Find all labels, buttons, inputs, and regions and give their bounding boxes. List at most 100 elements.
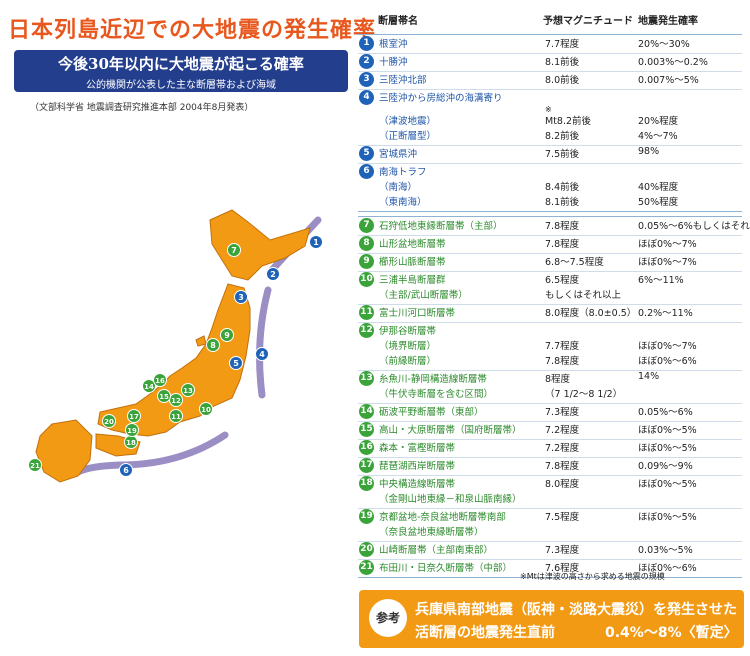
row-number-marker: 15	[359, 422, 374, 437]
row-number-marker: 19	[359, 509, 374, 524]
probability-value: 0.03%〜5%	[638, 545, 693, 556]
sado-island	[195, 335, 207, 347]
fault-name: 中央構造線断層帯	[379, 479, 456, 490]
subtitle-note: 公的機関が公表した主な断層帯および海域	[86, 80, 276, 91]
marker-circle	[142, 379, 156, 393]
marker-label: 17	[129, 413, 139, 421]
row-number-marker: 18	[359, 476, 374, 491]
probability-value: 0.003%〜0.2%	[638, 57, 708, 68]
probability-value: 6%〜11%	[638, 275, 684, 286]
marker-label: 8	[210, 341, 216, 350]
fault-name: 三陸沖北部	[379, 75, 427, 86]
map-marker-1: 1	[309, 235, 323, 249]
marker-label: 6	[123, 466, 129, 475]
magnitude-value: 8.2前後	[545, 131, 580, 142]
marker-circle	[266, 267, 280, 281]
marker-circle	[199, 402, 213, 416]
row-number-marker: 17	[359, 458, 374, 473]
table-row: 10 三浦半島断層群 6.5程度 6%〜11% （主部/武山断層帯） もしくはそれ以上	[358, 271, 742, 305]
magnitude-value: 8.4前後	[545, 182, 580, 193]
marker-label: 1	[313, 238, 319, 247]
magnitude-value: 8.1前後	[545, 57, 580, 68]
fault-name: （主部/武山断層帯）	[379, 290, 468, 301]
marker-label: 16	[155, 377, 165, 385]
probability-value: ほぼ0%〜5%	[638, 512, 697, 523]
reference-line2: 活断層の地震発生直前	[415, 625, 555, 641]
marker-label: 4	[259, 350, 265, 359]
magnitude-value: 7.8程度	[545, 356, 580, 367]
fault-zone-table: 7 石狩低地東縁断層帯（主部） 7.8程度 0.05%〜6%もしくはそれ以下 8 山形盆地…	[358, 216, 750, 578]
subtitle: 今後30年以内に大地震が起こる確率	[58, 55, 304, 73]
marker-circle	[153, 373, 167, 387]
marker-circle	[227, 243, 241, 257]
table-row: 18 中央構造線断層帯 8.0程度 ほぼ0%〜5% （金剛山地東縁－和泉山脈南縁）	[358, 475, 742, 509]
map-marker-3: 3	[234, 290, 248, 304]
row-number-marker: 14	[359, 404, 374, 419]
table-row: 4 三陸沖から房総沖の海溝寄り （津波地震） Mt8.2前後 20%程度 （正断層型） 8.…	[358, 89, 742, 146]
fault-name: 砺波平野断層帯（東部）	[379, 407, 484, 418]
row-number-marker: 1	[359, 36, 374, 51]
probability-value: ほぼ0%〜5%	[638, 425, 697, 436]
map-marker-15: 15	[157, 389, 171, 403]
magnitude-value: もしくはそれ以上	[545, 290, 622, 301]
table-row: 8 山形盆地断層帯 7.8程度 ほぼ0%〜7%	[358, 235, 742, 254]
subtitle-box: 今後30年以内に大地震が起こる確率 公的機関が公表した主な断層帯および海域	[14, 50, 348, 92]
magnitude-value: 7.7程度	[545, 341, 580, 352]
row-number-marker: 20	[359, 542, 374, 557]
fault-name: （正断層型）	[379, 131, 437, 142]
probability-value: ほぼ0%〜6%	[638, 563, 697, 574]
magnitude-value: 6.8〜7.5程度	[545, 257, 604, 268]
map-marker-2: 2	[266, 267, 280, 281]
magnitude-value: Mt8.2前後	[545, 116, 592, 127]
marker-circle	[28, 458, 42, 472]
map-marker-7: 7	[227, 243, 241, 257]
probability-value: 14%	[638, 371, 660, 382]
marker-label: 14	[144, 383, 154, 391]
reference-line1: 兵庫県南部地震（阪神・淡路大震災）を発生させた	[415, 602, 737, 618]
marker-label: 9	[224, 331, 230, 340]
page-title: 日本列島近辺での大地震の発生確率	[8, 17, 377, 43]
trench-japan	[256, 286, 272, 399]
fault-name: （奈良盆地東縁断層帯）	[379, 527, 484, 538]
map-marker-17: 17	[127, 409, 141, 423]
table-row: 15 高山・大原断層帯（国府断層帯） 7.2程度 ほぼ0%〜5%	[358, 421, 742, 440]
marker-label: 2	[270, 270, 276, 279]
fault-name: （津波地震）	[379, 116, 437, 127]
probability-value: ほぼ0%〜5%	[638, 479, 697, 490]
marker-circle	[234, 290, 248, 304]
probability-value: 0.2%〜11%	[638, 308, 693, 319]
probability-value: 0.007%〜5%	[638, 75, 699, 86]
marker-label: 20	[104, 418, 114, 426]
table-row: 1 根室沖 7.7程度 20%〜30%	[358, 35, 742, 54]
table-row: 21 布田川・日奈久断層帯（中部） 7.6程度 ほぼ0%〜6%	[358, 559, 742, 577]
magnitude-value: 7.2程度	[545, 425, 580, 436]
table-row: 6 南海トラフ （南海） 8.4前後 40%程度 （東南海） 8.1前後 50%程度	[358, 163, 742, 211]
row-number-marker: 4	[359, 90, 374, 105]
probability-value: 0.05%〜6%	[638, 407, 693, 418]
marker-circle	[157, 389, 171, 403]
magnitude-value: 7.3程度	[545, 545, 580, 556]
map-marker-11: 11	[169, 409, 183, 423]
row-number-marker: 3	[359, 72, 374, 87]
magnitude-value: （7 1/2〜8 1/2）	[545, 389, 623, 400]
row-number-marker: 21	[359, 560, 374, 575]
fault-name: 山崎断層帯（主部南東部）	[379, 545, 494, 556]
marker-circle	[125, 423, 139, 437]
fault-name: 根室沖	[379, 39, 408, 50]
reference-value: 0.4%〜8%〈暫定〉	[605, 625, 738, 641]
map-marker-12: 12	[169, 393, 183, 407]
table-row: 5 宮城県沖 7.5前後 98%	[358, 145, 742, 164]
source-note: （文部科学省 地震調査研究推進本部 2004年8月発表）	[30, 103, 254, 113]
map-marker-20: 20	[102, 414, 116, 428]
marker-label: 13	[183, 387, 193, 395]
fault-name: 京都盆地-奈良盆地断層帯南部	[379, 512, 506, 523]
marker-label: 18	[126, 439, 136, 447]
table-row: 19 京都盆地-奈良盆地断層帯南部 7.5程度 ほぼ0%〜5% （奈良盆地東縁断層帯）	[358, 508, 742, 542]
table-row: 3 三陸沖北部 8.0前後 0.007%〜5%	[358, 71, 742, 90]
map-marker-5: 5	[229, 356, 243, 370]
fault-name: 南海トラフ	[379, 167, 427, 178]
map-marker-8: 8	[206, 338, 220, 352]
probability-value: ほぼ0%〜6%	[638, 356, 697, 367]
row-number-marker: 9	[359, 254, 374, 269]
fault-name: （牛伏寺断層を含む区間）	[379, 389, 494, 400]
